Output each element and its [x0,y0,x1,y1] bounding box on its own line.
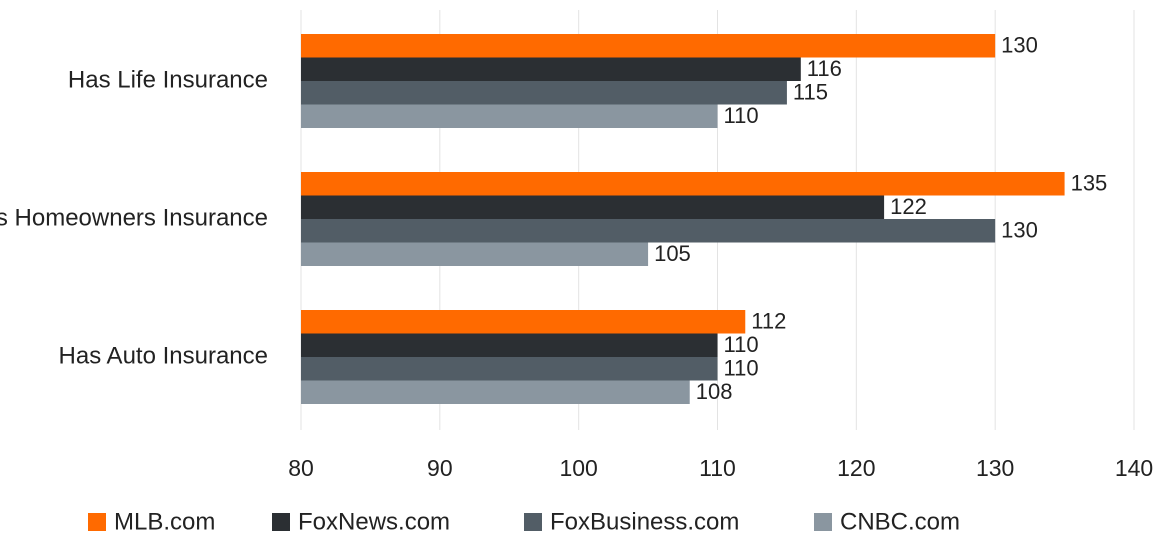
x-tick-label: 140 [1115,455,1153,481]
category-label: Has Life Insurance [68,66,268,93]
category-label: Has Auto Insurance [59,342,268,369]
value-label: 135 [1071,171,1108,196]
bar [301,81,787,105]
value-label: 110 [724,356,759,381]
value-label: 112 [751,309,786,334]
x-tick-label: 80 [288,455,314,481]
value-label: 110 [724,103,759,128]
bar [301,380,690,404]
bar [301,219,996,243]
x-tick-label: 120 [837,455,875,481]
bar [301,310,746,334]
value-label: 130 [1001,33,1038,58]
value-label: 115 [793,80,828,105]
legend-label: FoxBusiness.com [550,508,739,535]
legend-label: CNBC.com [840,508,960,535]
value-label: 105 [654,241,691,266]
value-label: 110 [724,332,759,357]
value-label: 116 [807,56,842,81]
value-label: 108 [696,379,733,404]
bar [301,357,718,381]
bar [301,242,649,266]
legend-label: MLB.com [114,508,215,535]
legend-swatch [88,513,106,531]
bar [301,172,1065,196]
value-label: 122 [890,194,927,219]
x-tick-label: 130 [976,455,1014,481]
legend-swatch [272,513,290,531]
bar [301,333,718,357]
bar [301,104,718,128]
bar [301,195,885,219]
bar [301,34,996,58]
x-tick-label: 110 [699,455,736,481]
x-tick-label: 100 [559,455,597,481]
category-label: Has Homeowners Insurance [0,204,268,231]
x-tick-label: 90 [427,455,453,481]
value-label: 130 [1001,218,1038,243]
legend-label: FoxNews.com [298,508,450,535]
legend-swatch [524,513,542,531]
bar [301,57,801,81]
legend-swatch [814,513,832,531]
